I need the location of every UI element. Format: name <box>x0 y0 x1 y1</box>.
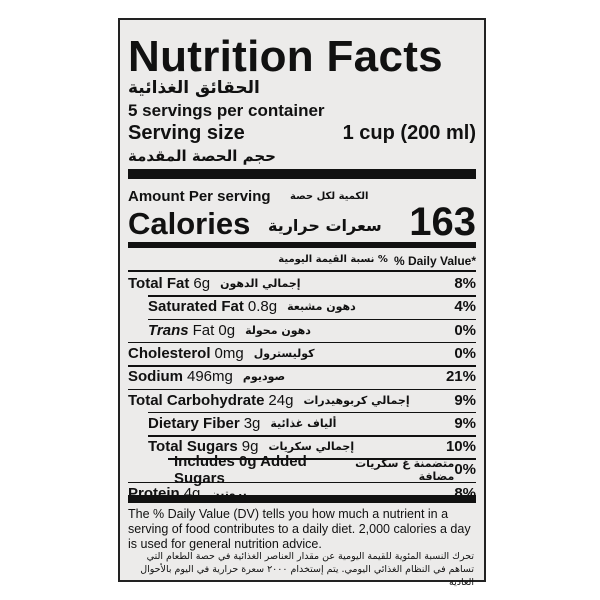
nutrition-label: Nutrition Facts الحقائق الغذائية 5 servi… <box>118 18 486 588</box>
nutrient-name: Total Carbohydrate <box>128 391 265 409</box>
nutrient-amount: 496mg <box>187 368 233 386</box>
row-separator <box>128 365 476 367</box>
nutrient-name-ar: دهون مشبعة <box>287 300 356 314</box>
nutrient-name: Dietary Fiber <box>148 414 240 432</box>
nutrient-amount: 0mg <box>214 344 244 362</box>
nutrient-name: Trans <box>148 321 189 339</box>
nutrient-row: Sodium 496mg صوديوم 21% <box>128 365 476 388</box>
daily-value: 8% <box>454 275 476 292</box>
row-separator <box>128 481 476 484</box>
nutrient-row: Saturated Fat 0.8g دهون مشبعة 4% <box>128 295 476 318</box>
row-separator <box>148 295 476 297</box>
dv-header-en: % Daily Value* <box>393 254 476 268</box>
title: Nutrition Facts <box>128 32 443 81</box>
nutrient-row: Includes 0g Added Sugars متضمنة غ سكريات … <box>128 453 476 487</box>
footnote: The % Daily Value (DV) tells you how muc… <box>128 507 471 551</box>
nutrient-row: Total Fat 6g إجمالي الدهون 8% <box>128 272 476 295</box>
daily-value: 0% <box>454 461 476 479</box>
row-separator <box>148 411 476 414</box>
daily-value: 9% <box>454 414 476 432</box>
serving-size-label: Serving size <box>128 122 245 144</box>
dv-header-ar: % نسبة القيمة اليومية <box>278 254 388 265</box>
nutrient-amount: 6g <box>193 275 211 292</box>
calories-label: Calories <box>128 206 251 241</box>
nutrient-name-ar: دهون محولة <box>245 323 311 337</box>
row-separator <box>128 388 476 390</box>
title-ar: الحقائق الغذائية <box>128 78 260 98</box>
nutrient-row: Trans Fat 0g دهون محولة 0% <box>128 319 476 342</box>
servings: 5 servings per container <box>128 101 325 120</box>
nutrient-amount: 3g <box>243 414 261 432</box>
nutrient-row: Dietary Fiber 3g ألياف غذائية 9% <box>128 412 476 435</box>
nutrient-name-ar: صوديوم <box>242 370 286 384</box>
nutrient-name: Saturated Fat <box>148 298 244 316</box>
amount-per-serving: Amount Per serving <box>128 188 271 205</box>
daily-value: 4% <box>454 298 476 316</box>
nutrient-name-ar: إجمالي كربوهيدرات <box>303 393 410 407</box>
nutrient-row: Total Carbohydrate 24g إجمالي كربوهيدرات 9% <box>128 389 476 412</box>
daily-value: 21% <box>445 368 476 386</box>
nutrient-name-ar: إجمالي سكريات <box>268 440 355 454</box>
thick-rule <box>128 495 476 503</box>
daily-value: 0% <box>454 321 476 339</box>
nutrient-name-ar: كوليسترول <box>253 346 315 360</box>
nutrient-name-ar: متضمنة غ سكريات مضافة <box>355 456 455 483</box>
nutrient-name: Sodium <box>128 368 183 386</box>
row-separator <box>148 318 476 321</box>
row-separator <box>148 435 476 437</box>
medium-rule <box>128 242 476 248</box>
nutrient-amount: Fat 0g <box>192 321 236 339</box>
calories-value: 163 <box>409 200 476 244</box>
amount-per-serving-ar: الكمية لكل حصة <box>290 191 369 202</box>
nutrient-row: Total Sugars 9g إجمالي سكريات 10% <box>128 435 476 458</box>
nutrient-amount: 0.8g <box>247 298 278 316</box>
nutrient-name: Cholesterol <box>128 344 211 362</box>
daily-value: 9% <box>454 391 476 409</box>
dv-header: % نسبة القيمة اليومية % Daily Value* <box>278 254 476 268</box>
nutrient-name: Total Sugars <box>148 438 238 456</box>
row-separator <box>128 341 476 344</box>
daily-value: 0% <box>454 344 476 362</box>
nutrient-name-ar: إجمالي الدهون <box>220 277 301 290</box>
nutrient-row: Cholesterol 0mg كوليسترول 0% <box>128 342 476 365</box>
nutrient-amount: 9g <box>241 438 259 456</box>
footnote-ar: تحرك النسبة المئوية للقيمة اليومية عن مق… <box>140 551 474 588</box>
row-separator <box>168 458 476 460</box>
serving-size-ar: حجم الحصة المقدمة <box>128 147 276 165</box>
calories-ar: سعرات حرارية <box>268 216 382 235</box>
nutrient-amount: 24g <box>268 391 294 409</box>
thick-rule <box>128 169 476 179</box>
daily-value: 10% <box>445 438 476 456</box>
serving-size-value: 1 cup (200 ml) <box>342 122 476 144</box>
nutrient-name: Total Fat <box>128 275 190 292</box>
thin-rule <box>128 270 476 272</box>
nutrient-name-ar: ألياف غذائية <box>270 416 337 430</box>
